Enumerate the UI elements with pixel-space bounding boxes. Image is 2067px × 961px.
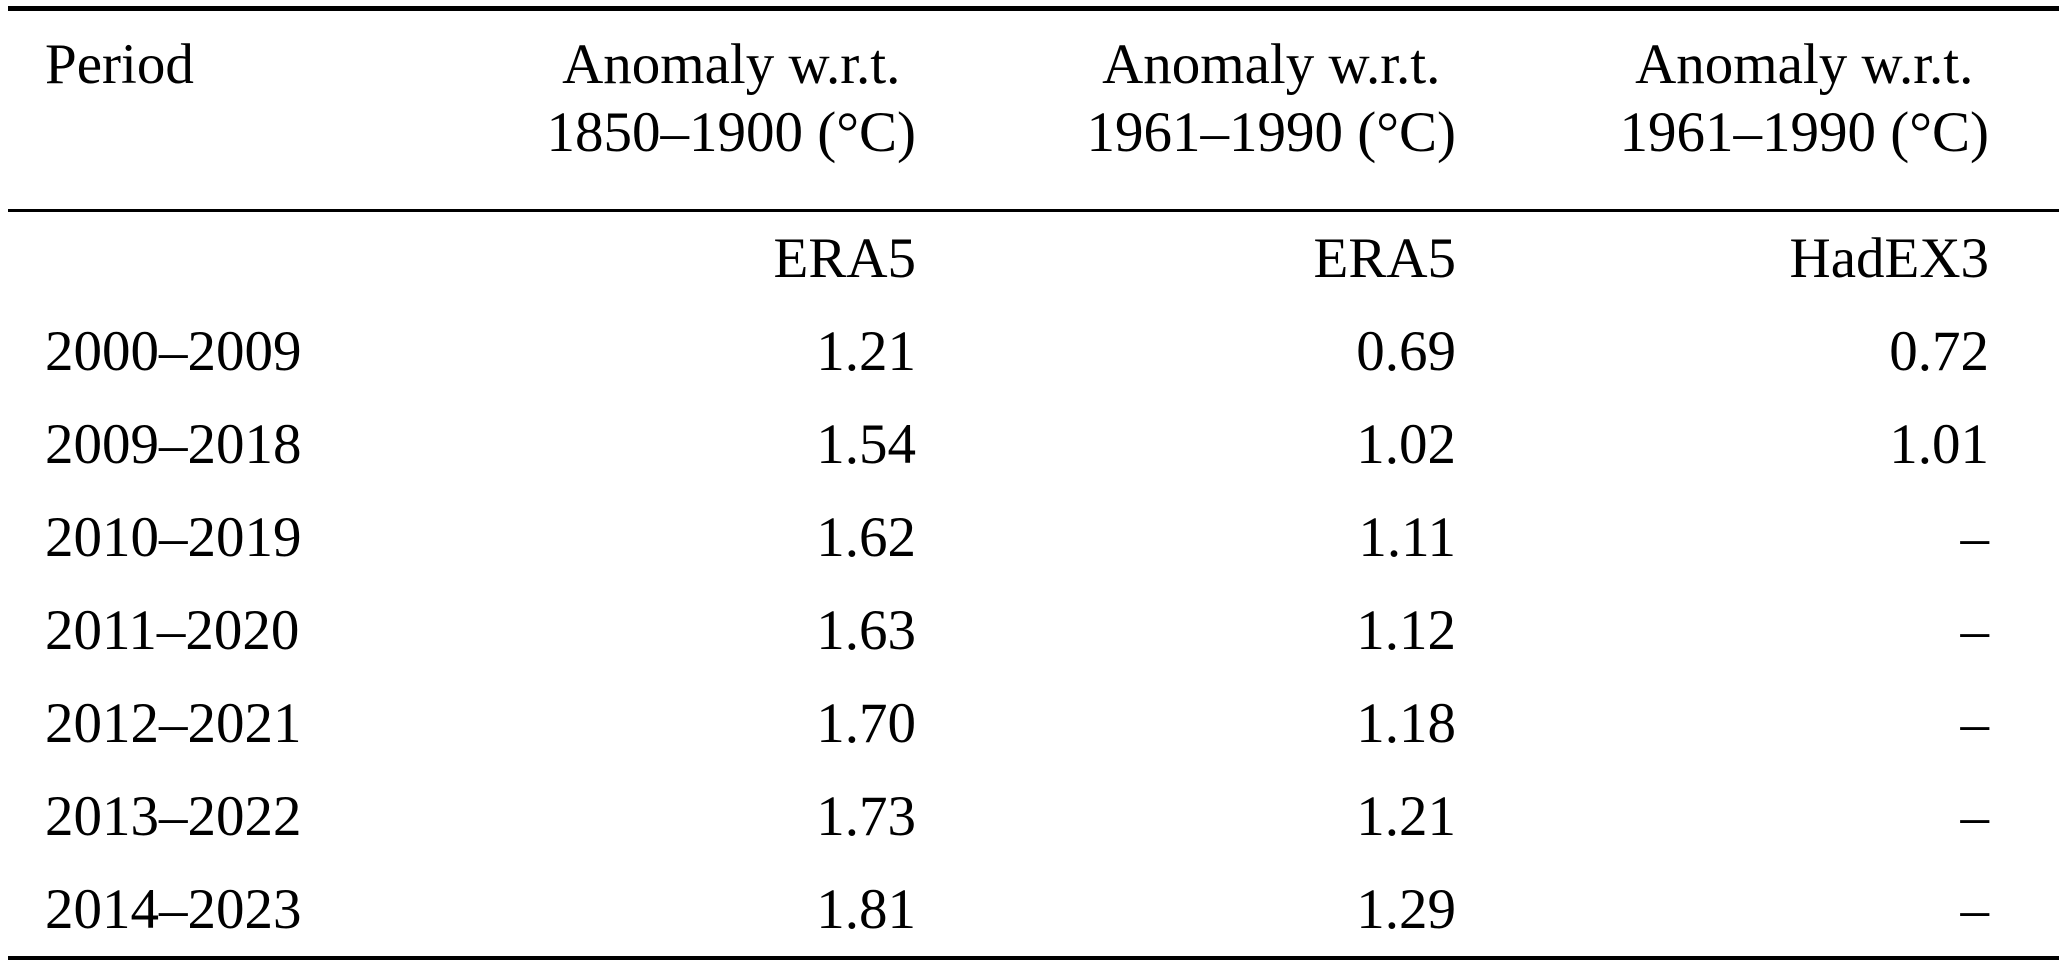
table-row: 2011–2020 1.63 1.12 – (8, 584, 2059, 677)
cell-anomaly-1850: 1.81 (816, 878, 916, 941)
table-body: ERA5 ERA5 HadEX3 2000–2009 1.21 0.69 0.7… (8, 211, 2059, 959)
header-anomaly-line2: 1850–1900 (°C) (546, 101, 916, 164)
cell-anomaly-1961-era5: 1.18 (1356, 692, 1456, 755)
cell-anomaly-1850: 1.21 (816, 320, 916, 383)
cell-anomaly-1961-hadex3: – (1960, 878, 1990, 941)
cell-anomaly-1961-hadex3: – (1960, 506, 1990, 569)
header-anomaly-line1: Anomaly w.r.t. (1635, 33, 1974, 96)
cell-anomaly-1961-hadex3: – (1960, 692, 1990, 755)
cell-anomaly-1961-hadex3: 0.72 (1889, 320, 1989, 383)
cell-anomaly-1850: 1.70 (816, 692, 916, 755)
cell-anomaly-1961-era5: 0.69 (1356, 320, 1456, 383)
header-anomaly-line2: 1961–1990 (°C) (1619, 101, 1989, 164)
cell-anomaly-1961-era5: 1.12 (1356, 599, 1456, 662)
cell-period: 2014–2023 (45, 878, 302, 941)
header-anomaly-line1: Anomaly w.r.t. (562, 33, 901, 96)
cell-anomaly-1961-hadex3: – (1960, 599, 1990, 662)
column-header-period: Period (8, 8, 478, 212)
cell-source-era5-b: ERA5 (1313, 227, 1457, 290)
cell-period: 2011–2020 (45, 599, 300, 662)
cell-period: 2010–2019 (45, 506, 302, 569)
cell-anomaly-1961-era5: 1.29 (1356, 878, 1456, 941)
table-row: 2014–2023 1.81 1.29 – (8, 863, 2059, 958)
cell-anomaly-1961-era5: 1.02 (1356, 413, 1456, 476)
cell-anomaly-1850: 1.73 (816, 785, 916, 848)
table-row: 2012–2021 1.70 1.18 – (8, 677, 2059, 770)
cell-anomaly-1961-era5: 1.11 (1358, 506, 1456, 569)
column-header-anomaly-1850-1900: Anomaly w.r.t. 1850–1900 (°C) (478, 8, 928, 212)
table-header: Period Anomaly w.r.t. 1850–1900 (°C) Ano… (8, 8, 2059, 212)
header-anomaly-line2: 1961–1990 (°C) (1086, 101, 1456, 164)
cell-anomaly-1961-hadex3: 1.01 (1889, 413, 1989, 476)
cell-source-era5-a: ERA5 (773, 227, 917, 290)
paper-table-container: Period Anomaly w.r.t. 1850–1900 (°C) Ano… (8, 6, 2059, 960)
table-row: 2000–2009 1.21 0.69 0.72 (8, 305, 2059, 398)
table-row: 2010–2019 1.62 1.11 – (8, 491, 2059, 584)
cell-source-empty (8, 211, 478, 306)
cell-anomaly-1850: 1.63 (816, 599, 916, 662)
header-row: Period Anomaly w.r.t. 1850–1900 (°C) Ano… (8, 8, 2059, 212)
dataset-source-row: ERA5 ERA5 HadEX3 (8, 211, 2059, 306)
temperature-anomaly-table: Period Anomaly w.r.t. 1850–1900 (°C) Ano… (8, 6, 2059, 960)
cell-anomaly-1961-hadex3: – (1960, 785, 1990, 848)
header-period-label: Period (45, 33, 194, 96)
table-row: 2013–2022 1.73 1.21 – (8, 770, 2059, 863)
column-header-anomaly-1961-1990-era5: Anomaly w.r.t. 1961–1990 (°C) (928, 8, 1468, 212)
cell-anomaly-1961-era5: 1.21 (1356, 785, 1456, 848)
header-anomaly-line1: Anomaly w.r.t. (1102, 33, 1441, 96)
cell-source-hadex3: HadEX3 (1789, 227, 1989, 290)
cell-period: 2012–2021 (45, 692, 302, 755)
cell-period: 2009–2018 (45, 413, 302, 476)
cell-period: 2013–2022 (45, 785, 302, 848)
table-row: 2009–2018 1.54 1.02 1.01 (8, 398, 2059, 491)
cell-anomaly-1850: 1.62 (816, 506, 916, 569)
cell-period: 2000–2009 (45, 320, 302, 383)
column-header-anomaly-1961-1990-hadex3: Anomaly w.r.t. 1961–1990 (°C) (1468, 8, 2059, 212)
cell-anomaly-1850: 1.54 (816, 413, 916, 476)
